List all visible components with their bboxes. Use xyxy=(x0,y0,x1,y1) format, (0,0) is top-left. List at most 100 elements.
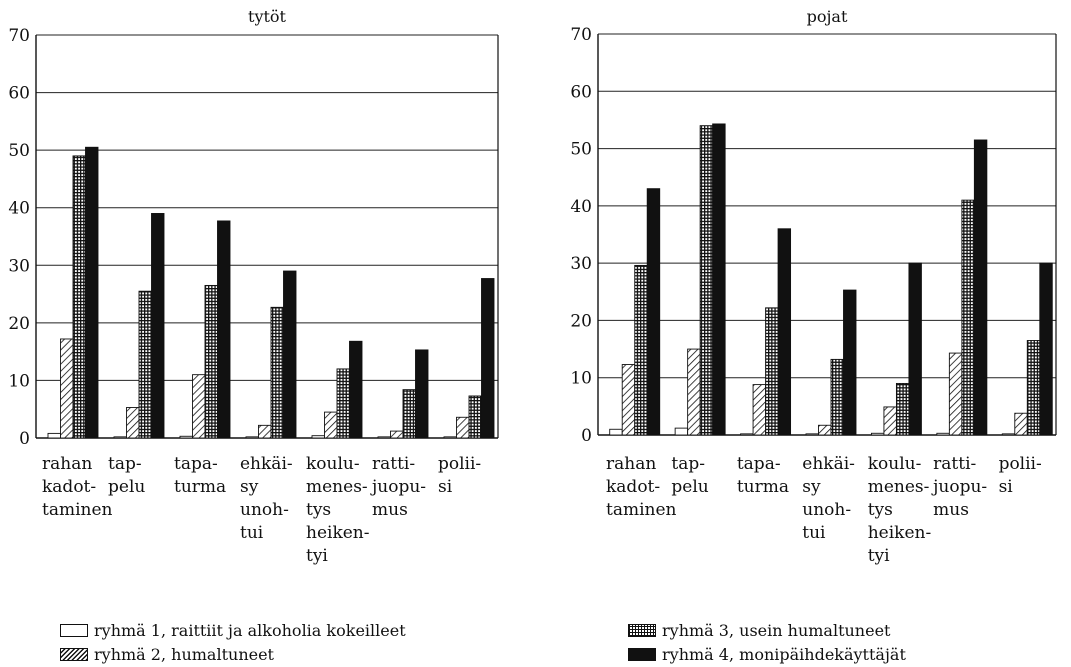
legend-left: ryhmä 1, raittiit ja alkoholia kokeillee… xyxy=(60,618,406,666)
category-label: tapa-turma xyxy=(737,454,789,497)
legend-label: ryhmä 3, usein humaltuneet xyxy=(662,620,891,640)
bar-grid xyxy=(336,368,350,439)
category-label: koulu-menes-tys heiken-tyi xyxy=(868,454,932,566)
legend-swatch-hatch xyxy=(60,647,88,661)
bar-grid xyxy=(138,290,152,439)
category-label: polii-si xyxy=(999,454,1042,497)
legend-item-group-3: ryhmä 3, usein humaltuneet xyxy=(628,618,906,642)
bar-grid xyxy=(961,199,975,436)
y-tick-label: 20 xyxy=(570,311,592,331)
legend-swatch-grid xyxy=(628,623,656,637)
bar-empty xyxy=(443,436,457,439)
legend-right: ryhmä 3, usein humaltuneet ryhmä 4, moni… xyxy=(628,618,906,666)
bar-solid xyxy=(481,278,495,439)
bar-grid xyxy=(830,358,844,436)
bar-solid xyxy=(646,188,661,436)
bar-empty xyxy=(245,436,259,439)
bar-hatch xyxy=(456,416,470,439)
y-tick-label: 30 xyxy=(570,254,592,274)
bar-solid xyxy=(217,220,231,439)
bar-grid xyxy=(765,307,779,436)
legend-label: ryhmä 1, raittiit ja alkoholia kokeillee… xyxy=(94,620,406,640)
bar-grid xyxy=(270,306,284,439)
bar-empty xyxy=(674,427,689,436)
bar-empty xyxy=(936,432,950,436)
bar-solid xyxy=(85,146,99,439)
bar-solid xyxy=(908,262,922,436)
category-label: rahan kadot-taminen xyxy=(42,454,113,520)
y-tick-label: 40 xyxy=(570,197,592,217)
y-tick-label: 10 xyxy=(570,369,592,389)
bar-empty xyxy=(47,432,61,439)
bar-empty xyxy=(113,436,127,439)
bar-grid xyxy=(699,125,714,436)
legend-item-group-1: ryhmä 1, raittiit ja alkoholia kokeillee… xyxy=(60,618,406,642)
y-tick-label: 20 xyxy=(8,314,30,334)
bar-hatch xyxy=(621,364,636,436)
bar-grid xyxy=(402,389,416,439)
category-label: ehkäi-sy unoh-tui xyxy=(240,454,293,543)
bar-hatch xyxy=(60,338,74,439)
category-label: tap-pelu xyxy=(108,454,145,497)
y-tick-label: 50 xyxy=(570,140,592,160)
y-tick-label: 70 xyxy=(570,25,592,45)
bar-grid xyxy=(468,395,482,439)
y-tick-label: 0 xyxy=(581,426,592,446)
y-tick-label: 50 xyxy=(8,141,30,161)
legend-item-group-2: ryhmä 2, humaltuneet xyxy=(60,642,406,666)
legend-label: ryhmä 2, humaltuneet xyxy=(94,644,274,664)
legend-swatch-empty xyxy=(60,623,88,637)
bar-empty xyxy=(179,435,193,439)
bar-grid xyxy=(1026,340,1041,436)
category-label: ratti-juopu-mus xyxy=(370,454,426,520)
y-tick-label: 10 xyxy=(8,371,30,391)
bar-solid xyxy=(777,228,792,436)
bar-hatch xyxy=(687,348,701,436)
legend-label: ryhmä 4, monipäihdekäyttäjät xyxy=(662,644,906,664)
y-tick-label: 60 xyxy=(570,82,592,102)
y-tick-label: 70 xyxy=(8,26,30,46)
bar-grid xyxy=(895,382,910,436)
bar-solid xyxy=(415,349,429,439)
y-tick-label: 0 xyxy=(19,429,30,449)
bar-hatch xyxy=(752,384,767,436)
bar-hatch xyxy=(192,374,206,439)
category-label: ehkäi-sy unoh-tui xyxy=(802,454,855,543)
category-label: tapa-turma xyxy=(174,454,226,497)
bar-solid xyxy=(712,123,726,436)
y-tick-label: 30 xyxy=(8,256,30,276)
bar-hatch xyxy=(948,352,963,436)
bar-empty xyxy=(609,428,623,436)
y-tick-label: 40 xyxy=(8,199,30,219)
legend-swatch-solid xyxy=(628,647,656,661)
bar-solid xyxy=(843,289,857,436)
bar-empty xyxy=(1001,433,1016,436)
category-label: ratti-juopu-mus xyxy=(931,454,987,520)
bar-hatch xyxy=(126,407,140,439)
bar-empty xyxy=(805,433,819,436)
bar-hatch xyxy=(258,424,272,439)
y-tick-label: 60 xyxy=(8,84,30,104)
category-label: koulu-menes-tys heiken-tyi xyxy=(306,454,370,566)
category-label: tap-pelu xyxy=(671,454,708,497)
bar-hatch xyxy=(883,406,897,436)
bar-solid xyxy=(1039,262,1053,436)
bar-empty xyxy=(740,433,754,436)
bar-solid xyxy=(973,139,988,436)
bar-grid xyxy=(204,284,218,439)
bar-solid xyxy=(349,340,363,439)
bar-hatch xyxy=(818,424,832,436)
bar-solid xyxy=(283,270,297,439)
bar-grid xyxy=(72,155,86,439)
bar-hatch xyxy=(390,430,404,439)
legend-item-group-4: ryhmä 4, monipäihdekäyttäjät xyxy=(628,642,906,666)
chart-title: tytöt xyxy=(248,7,287,26)
bar-empty xyxy=(870,432,885,436)
bar-empty xyxy=(311,435,325,439)
bar-hatch xyxy=(324,411,338,439)
bar-solid xyxy=(151,213,165,439)
category-label: rahan kadot-taminen xyxy=(606,454,677,520)
